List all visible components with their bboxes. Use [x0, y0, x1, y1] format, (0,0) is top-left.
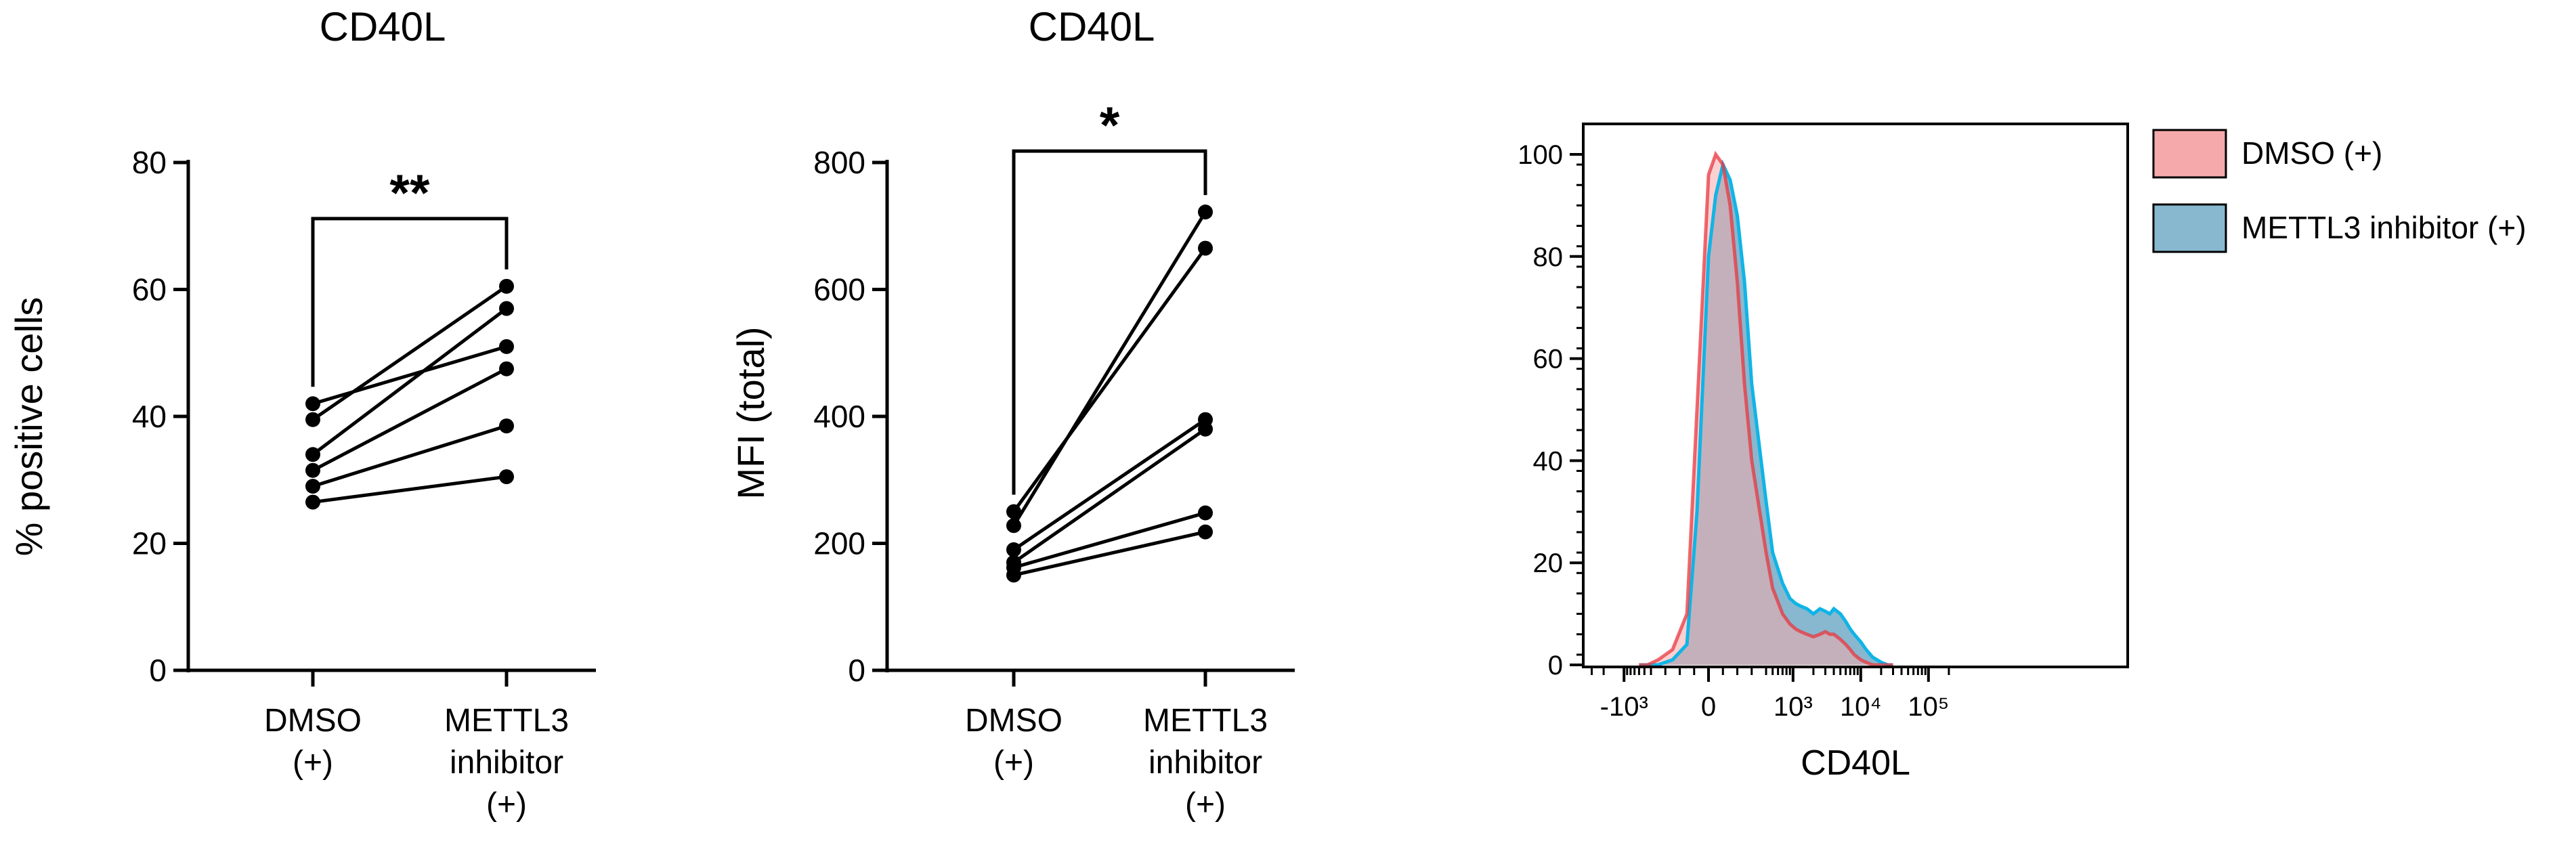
x-tick-label: DMSO (+)	[965, 703, 1062, 781]
paired-line	[312, 367, 508, 472]
legend: DMSO (+) METTL3 inhibitor (+)	[2152, 129, 2527, 253]
y-tick-label: 600	[813, 272, 865, 307]
y-tick-label: 60	[132, 272, 167, 307]
data-point-mettl3	[499, 361, 514, 376]
histogram-dmso-area	[1639, 154, 1893, 665]
panel1-title: CD40L	[320, 4, 446, 49]
y-tick-label: 0	[149, 653, 167, 688]
x-tick-label: METTL3 inhibitor (+)	[1143, 703, 1268, 823]
paired-line	[312, 345, 507, 406]
paired-line	[1012, 247, 1207, 513]
legend-label-dmso: DMSO (+)	[2241, 135, 2382, 171]
data-point-mettl3	[1198, 505, 1213, 521]
hist-x-tick-label: -10³	[1600, 692, 1648, 722]
data-point-dmso	[1006, 567, 1021, 583]
data-point-dmso	[305, 396, 320, 412]
legend-swatch-dmso	[2152, 129, 2227, 179]
paired-line	[312, 475, 507, 504]
panel-mfi: CD40L MFI (total) 0 200 400 600 800 DMSO (+) M…	[729, 4, 1295, 823]
y-tick-label: 40	[132, 399, 167, 434]
data-point-dmso	[305, 447, 320, 462]
panel1-significance-stars: **	[389, 165, 430, 222]
panel2-title: CD40L	[1029, 4, 1155, 49]
data-point-dmso	[305, 412, 320, 427]
panel-histogram: 0 20 40 60 80 100 -10³ 0 10³ 10⁴ 10⁵ CD40L DMSO (…	[1518, 123, 2527, 783]
hist-x-tick-label: 0	[1701, 692, 1716, 722]
histogram-frame	[1582, 123, 2129, 668]
x-tick-label: METTL3 inhibitor (+)	[444, 703, 569, 823]
panel2-significance-bracket	[1012, 149, 1207, 495]
y-tick-label: 400	[813, 399, 865, 434]
hist-y-tick-label: 80	[1533, 242, 1564, 272]
data-point-mettl3	[1198, 524, 1213, 540]
data-point-dmso	[305, 494, 320, 510]
data-point-mettl3	[499, 469, 514, 485]
hist-y-tick-label: 60	[1533, 345, 1564, 374]
histogram-x-axis-label: CD40L	[1801, 743, 1910, 783]
y-tick-label: 200	[813, 526, 865, 561]
paired-line	[1013, 511, 1206, 569]
data-point-dmso	[1006, 504, 1021, 519]
data-point-dmso	[1006, 518, 1021, 534]
data-point-mettl3	[1198, 421, 1213, 437]
paired-line	[312, 284, 508, 421]
panel-percent-positive: CD40L % positive cells 0 20 40 60 80 DMSO (+)…	[7, 4, 596, 823]
y-tick-label: 800	[813, 145, 865, 180]
legend-label-mettl3: METTL3 inhibitor (+)	[2241, 210, 2527, 245]
y-tick-label: 80	[132, 145, 167, 180]
hist-y-tick-label: 40	[1533, 446, 1564, 476]
hist-y-tick-label: 0	[1548, 651, 1563, 680]
data-point-dmso	[305, 479, 320, 494]
legend-swatch-mettl3	[2152, 203, 2227, 253]
hist-x-tick-label: 10⁵	[1908, 692, 1949, 722]
data-point-mettl3	[499, 278, 514, 294]
paired-line	[312, 307, 508, 456]
paired-line	[312, 424, 507, 488]
hist-x-tick-label: 10³	[1774, 692, 1813, 722]
hist-y-tick-label: 100	[1518, 140, 1563, 170]
paired-line	[1013, 530, 1206, 577]
paired-line	[1012, 427, 1207, 564]
data-point-mettl3	[1198, 240, 1213, 256]
panel2-significance-star: *	[1100, 97, 1120, 154]
data-point-mettl3	[499, 339, 514, 354]
histogram-mettl3-outline	[1639, 159, 1893, 667]
data-point-dmso	[305, 462, 320, 478]
data-point-mettl3	[499, 418, 514, 434]
data-point-dmso	[1006, 542, 1021, 557]
paired-line	[1012, 418, 1207, 551]
paired-line	[1012, 211, 1207, 527]
x-tick-label: DMSO (+)	[264, 703, 362, 781]
hist-x-tick-label: 10⁴	[1840, 692, 1882, 722]
hist-y-tick-label: 20	[1533, 548, 1564, 578]
panel1-y-axis-label: % positive cells	[7, 297, 50, 557]
panel2-y-axis-label: MFI (total)	[729, 326, 772, 499]
panel1-significance-bracket	[311, 217, 509, 387]
data-point-mettl3	[499, 301, 514, 316]
histogram-dmso-outline	[1639, 150, 1893, 667]
y-tick-label: 0	[848, 653, 865, 688]
y-tick-label: 20	[132, 526, 167, 561]
data-point-mettl3	[1198, 204, 1213, 220]
